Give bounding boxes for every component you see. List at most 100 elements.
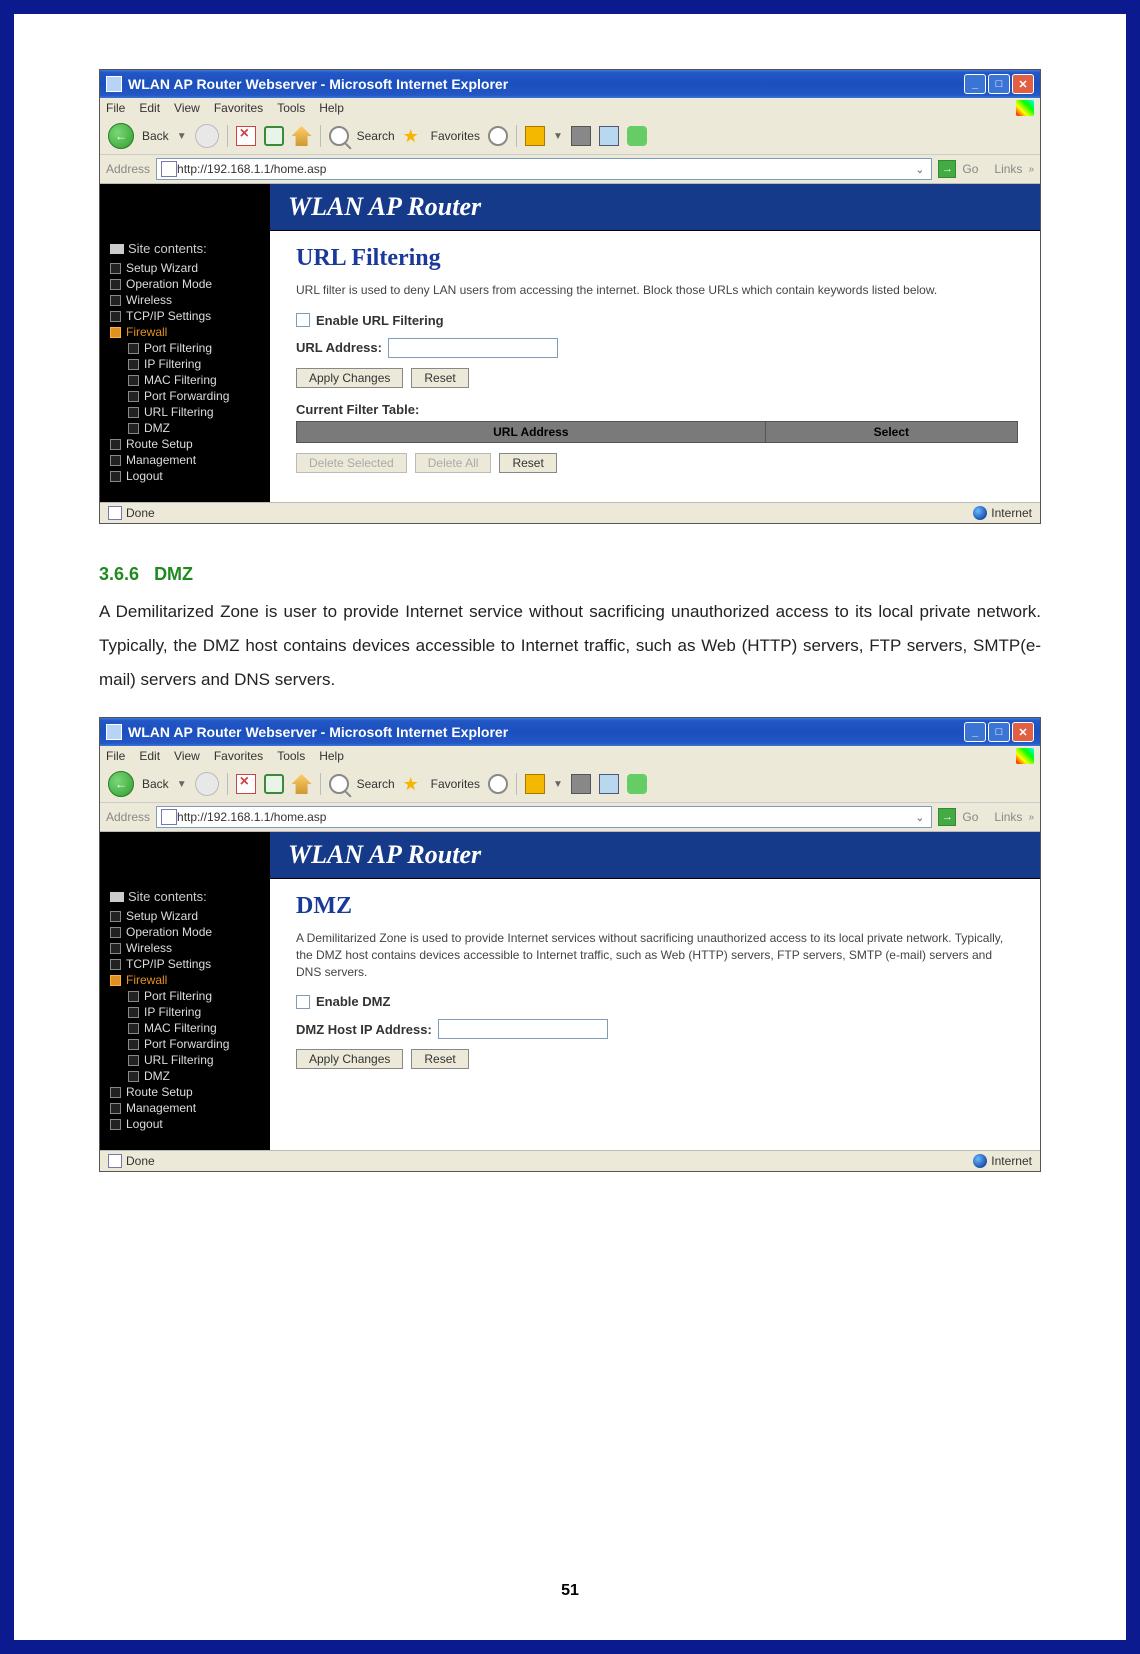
close-button[interactable]: ✕ [1012, 722, 1034, 742]
mail-icon[interactable] [525, 126, 545, 146]
nav-mac-filtering[interactable]: MAC Filtering [110, 372, 264, 388]
back-dropdown-icon[interactable]: ▼ [177, 131, 187, 142]
nav-port-filtering[interactable]: Port Filtering [110, 988, 264, 1004]
nav-tcpip[interactable]: TCP/IP Settings [110, 308, 264, 324]
back-dropdown-icon[interactable]: ▼ [177, 779, 187, 790]
search-icon[interactable] [329, 126, 349, 146]
refresh-icon[interactable] [264, 774, 284, 794]
menu-view[interactable]: View [174, 749, 200, 763]
reset-table-button[interactable]: Reset [499, 453, 556, 473]
url-dropdown-icon[interactable]: ⌄ [912, 811, 927, 824]
favorites-icon[interactable]: ★ [403, 774, 423, 794]
menu-file[interactable]: File [106, 101, 125, 115]
nav-management[interactable]: Management [110, 1100, 264, 1116]
nav-url-filtering[interactable]: URL Filtering [110, 1052, 264, 1068]
delete-selected-button[interactable]: Delete Selected [296, 453, 407, 473]
menu-edit[interactable]: Edit [139, 101, 160, 115]
mail-dropdown-icon[interactable]: ▼ [553, 779, 563, 790]
sidebar-nav: Site contents: Setup Wizard Operation Mo… [100, 231, 270, 502]
history-icon[interactable] [488, 126, 508, 146]
menu-file[interactable]: File [106, 749, 125, 763]
reset-button[interactable]: Reset [411, 1049, 468, 1069]
menu-help[interactable]: Help [319, 749, 344, 763]
history-icon[interactable] [488, 774, 508, 794]
address-input[interactable]: http://192.168.1.1/home.asp ⌄ [156, 158, 932, 180]
address-input[interactable]: http://192.168.1.1/home.asp ⌄ [156, 806, 932, 828]
nav-firewall[interactable]: Firewall [110, 972, 264, 988]
nav-route-setup[interactable]: Route Setup [110, 436, 264, 452]
nav-firewall[interactable]: Firewall [110, 324, 264, 340]
enable-url-filtering-checkbox[interactable] [296, 313, 310, 327]
mail-icon[interactable] [525, 774, 545, 794]
dmz-host-input[interactable] [438, 1019, 608, 1039]
page-body: WLAN AP Router Site contents: Setup Wiza… [100, 832, 1040, 1150]
menu-tools[interactable]: Tools [277, 749, 305, 763]
maximize-button[interactable]: □ [988, 722, 1010, 742]
nav-operation-mode[interactable]: Operation Mode [110, 924, 264, 940]
menu-view[interactable]: View [174, 101, 200, 115]
nav-wireless[interactable]: Wireless [110, 940, 264, 956]
minimize-button[interactable]: _ [964, 74, 986, 94]
messenger-icon[interactable] [627, 774, 647, 794]
stop-icon[interactable] [236, 774, 256, 794]
nav-management[interactable]: Management [110, 452, 264, 468]
edit-icon[interactable] [599, 126, 619, 146]
menu-tools[interactable]: Tools [277, 101, 305, 115]
go-button[interactable]: → [938, 160, 956, 178]
nav-operation-mode[interactable]: Operation Mode [110, 276, 264, 292]
status-zone: Internet [991, 1154, 1032, 1168]
messenger-icon[interactable] [627, 126, 647, 146]
nav-route-setup[interactable]: Route Setup [110, 1084, 264, 1100]
menu-favorites[interactable]: Favorites [214, 101, 263, 115]
nav-ip-filtering[interactable]: IP Filtering [110, 1004, 264, 1020]
favorites-icon[interactable]: ★ [403, 126, 423, 146]
nav-tcpip[interactable]: TCP/IP Settings [110, 956, 264, 972]
back-button[interactable]: ← [108, 771, 134, 797]
filter-table-caption: Current Filter Table: [296, 402, 1018, 417]
apply-changes-button[interactable]: Apply Changes [296, 368, 403, 388]
menu-help[interactable]: Help [319, 101, 344, 115]
windows-flag-icon [1016, 748, 1034, 764]
nav-ip-filtering[interactable]: IP Filtering [110, 356, 264, 372]
url-address-input[interactable] [388, 338, 558, 358]
forward-button[interactable] [195, 124, 219, 148]
nav-wireless[interactable]: Wireless [110, 292, 264, 308]
nav-logout[interactable]: Logout [110, 1116, 264, 1132]
edit-icon[interactable] [599, 774, 619, 794]
enable-dmz-checkbox[interactable] [296, 995, 310, 1009]
nav-url-filtering[interactable]: URL Filtering [110, 404, 264, 420]
home-icon[interactable] [292, 774, 312, 794]
print-icon[interactable] [571, 126, 591, 146]
forward-button[interactable] [195, 772, 219, 796]
menu-edit[interactable]: Edit [139, 749, 160, 763]
nav-port-forwarding[interactable]: Port Forwarding [110, 1036, 264, 1052]
url-dropdown-icon[interactable]: ⌄ [912, 163, 927, 176]
home-icon[interactable] [292, 126, 312, 146]
refresh-icon[interactable] [264, 126, 284, 146]
nav-mac-filtering[interactable]: MAC Filtering [110, 1020, 264, 1036]
search-icon[interactable] [329, 774, 349, 794]
maximize-button[interactable]: □ [988, 74, 1010, 94]
links-label[interactable]: Links [994, 810, 1022, 824]
menu-favorites[interactable]: Favorites [214, 749, 263, 763]
back-button[interactable]: ← [108, 123, 134, 149]
nav-setup-wizard[interactable]: Setup Wizard [110, 908, 264, 924]
nav-port-filtering[interactable]: Port Filtering [110, 340, 264, 356]
print-icon[interactable] [571, 774, 591, 794]
go-button[interactable]: → [938, 808, 956, 826]
close-button[interactable]: ✕ [1012, 74, 1034, 94]
mail-dropdown-icon[interactable]: ▼ [553, 131, 563, 142]
stop-icon[interactable] [236, 126, 256, 146]
nav-logout[interactable]: Logout [110, 468, 264, 484]
nav-dmz[interactable]: DMZ [110, 420, 264, 436]
nav-port-forwarding[interactable]: Port Forwarding [110, 388, 264, 404]
delete-all-button[interactable]: Delete All [415, 453, 492, 473]
reset-button[interactable]: Reset [411, 368, 468, 388]
minimize-button[interactable]: _ [964, 722, 986, 742]
links-label[interactable]: Links [994, 162, 1022, 176]
nav-setup-wizard[interactable]: Setup Wizard [110, 260, 264, 276]
back-label: Back [142, 129, 169, 143]
apply-changes-button[interactable]: Apply Changes [296, 1049, 403, 1069]
toolbar: ← Back ▼ Search ★ Favorites ▼ [100, 118, 1040, 155]
nav-dmz[interactable]: DMZ [110, 1068, 264, 1084]
